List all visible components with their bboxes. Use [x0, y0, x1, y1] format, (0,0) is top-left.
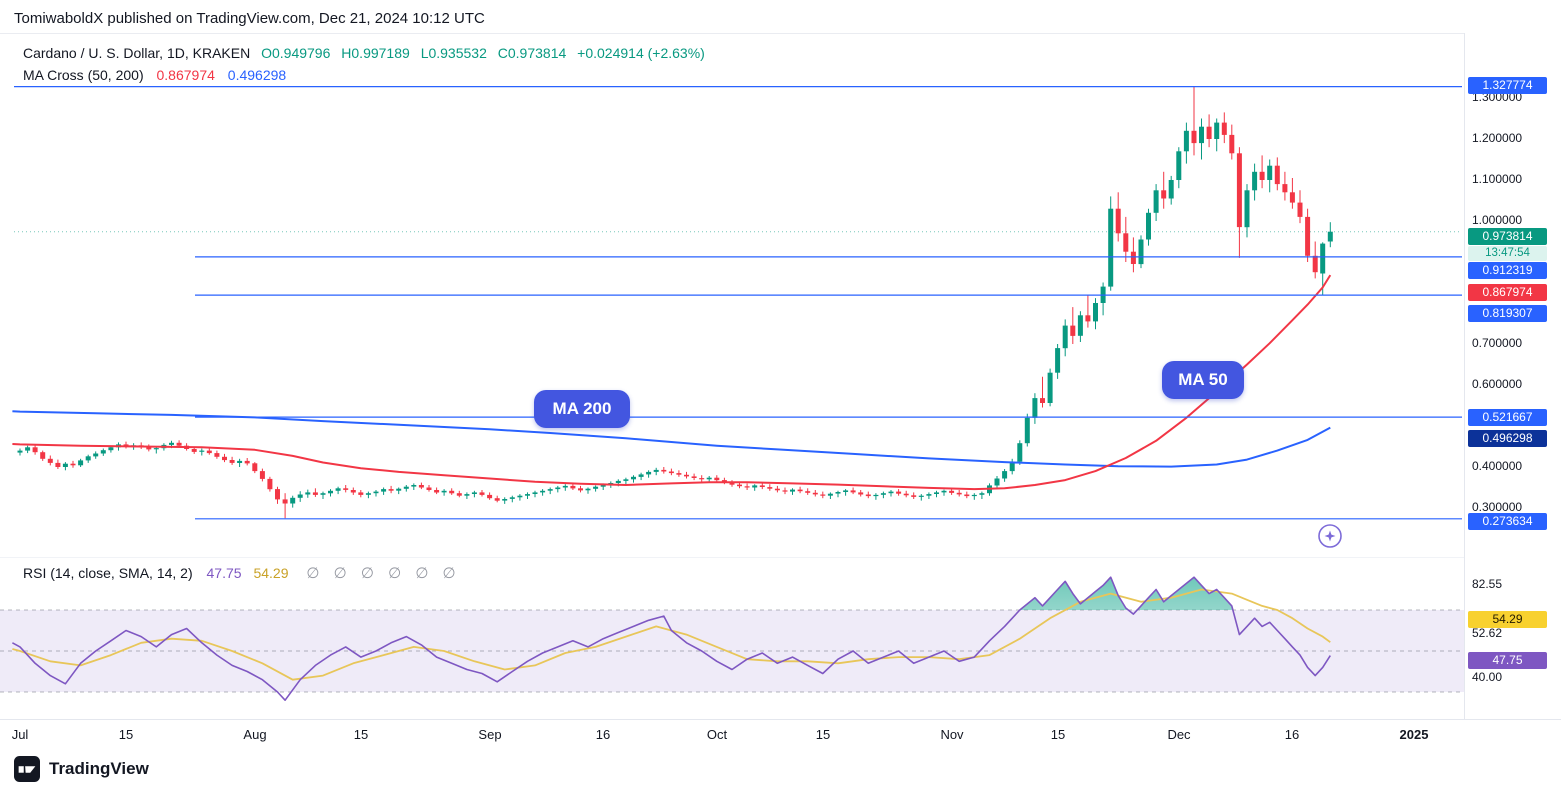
tradingview-logo-icon[interactable] — [14, 756, 40, 782]
rsi-overbought-fill — [12, 577, 1331, 610]
price-scale[interactable]: 1.300000 1.200000 1.100000 1.000000 0.700000… — [1464, 33, 1561, 719]
tradingview-brand[interactable]: TradingView — [49, 759, 149, 778]
attribution-text: TomiwaboldX published on TradingView.com… — [14, 10, 485, 27]
rsi-sma-label: 54.29 — [1468, 610, 1547, 628]
ohlc-close: C0.973814 — [497, 45, 567, 61]
time-axis-label: 2025 — [1399, 727, 1429, 742]
level-label-1327774: 1.327774 — [1468, 76, 1547, 94]
scale-tick: 0.700000 — [1472, 336, 1523, 350]
rsi-legend: RSI (14, close, SMA, 14, 2) 47.75 54.29 … — [23, 564, 461, 582]
ohlc-open: O0.949796 — [261, 45, 331, 61]
scale-tick: 1.000000 — [1472, 213, 1523, 227]
rsi-line — [12, 576, 1331, 701]
ma50-value: 0.867974 — [156, 67, 215, 83]
scale-tick: 0.400000 — [1472, 459, 1523, 473]
rsi-title[interactable]: RSI (14, close, SMA, 14, 2) — [23, 565, 193, 581]
scale-tick: 52.62 — [1472, 626, 1503, 640]
ma-cross-legend: MA Cross (50, 200) 0.867974 0.496298 — [23, 67, 286, 83]
ma50-price-label: 0.867974 — [1468, 283, 1547, 301]
ma200-line — [12, 410, 1331, 468]
time-axis-label: 15 — [353, 727, 369, 742]
level-label-0912319: 0.912319 — [1468, 261, 1547, 279]
bar-countdown: 13:47:54 — [1468, 245, 1547, 261]
symbol-title[interactable]: Cardano / U. S. Dollar, 1D, KRAKEN — [23, 45, 251, 61]
rsi-value-label: 47.75 — [1468, 651, 1547, 669]
candles — [17, 86, 1333, 519]
ma200-callout[interactable]: MA 200 — [534, 390, 630, 428]
rsi-sma-value: 54.29 — [253, 565, 289, 581]
scale-tick: 40.00 — [1472, 670, 1503, 684]
time-axis-label: 16 — [595, 727, 611, 742]
rsi-empty-values: ∅ ∅ ∅ ∅ ∅ ∅ — [306, 565, 461, 582]
scale-tick: 0.300000 — [1472, 500, 1523, 514]
ma200-value: 0.496298 — [227, 67, 287, 83]
ohlc-low: L0.935532 — [420, 45, 487, 61]
rsi-value: 47.75 — [206, 565, 242, 581]
symbol-legend: Cardano / U. S. Dollar, 1D, KRAKEN O0.94… — [23, 45, 705, 61]
ma50-line — [12, 274, 1332, 491]
level-label-0819307: 0.819307 — [1468, 304, 1547, 322]
sparkle-marker-icon[interactable] — [1317, 523, 1343, 549]
ma200-price-label: 0.496298 — [1468, 429, 1547, 447]
time-axis-label: Aug — [243, 727, 267, 742]
scale-tick: 82.55 — [1472, 577, 1503, 591]
time-axis-label: 16 — [1284, 727, 1300, 742]
time-axis-label: Nov — [940, 727, 964, 742]
scale-tick: 1.300000 — [1472, 90, 1523, 104]
rsi-sma-line — [12, 588, 1331, 681]
header-divider — [0, 33, 1561, 34]
ohlc-high: H0.997189 — [341, 45, 410, 61]
scale-tick: 0.600000 — [1472, 377, 1523, 391]
pane-divider — [0, 557, 1464, 558]
level-label-0273634: 0.273634 — [1468, 512, 1547, 530]
ma-cross-title[interactable]: MA Cross (50, 200) — [23, 67, 144, 83]
time-axis-label: 15 — [815, 727, 831, 742]
time-axis-label: Jul — [11, 727, 29, 742]
time-axis-label: Oct — [706, 727, 728, 742]
last-price-label: 0.973814 13:47:54 — [1468, 227, 1547, 261]
scale-tick: 1.200000 — [1472, 131, 1523, 145]
level-label-0521667: 0.521667 — [1468, 408, 1547, 426]
time-axis-label: Sep — [478, 727, 502, 742]
time-axis[interactable]: Jul 15 Aug 15 Sep 16 Oct 15 Nov 15 Dec 16 2025 — [0, 719, 1561, 753]
ma50-callout[interactable]: MA 50 — [1162, 361, 1244, 399]
time-axis-label: Dec — [1167, 727, 1191, 742]
footer: TradingView — [14, 756, 149, 782]
ohlc-change: +0.024914 (+2.63%) — [577, 45, 705, 61]
scale-tick: 1.100000 — [1472, 172, 1523, 186]
time-axis-label: 15 — [1050, 727, 1066, 742]
time-axis-label: 15 — [118, 727, 134, 742]
